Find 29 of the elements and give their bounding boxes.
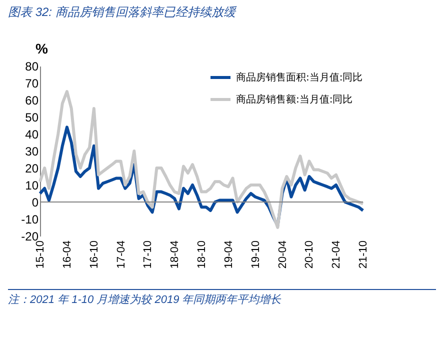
y-tick-label: 20 (25, 162, 39, 176)
x-tick-label: 21-10 (358, 240, 370, 269)
y-axis-title: % (36, 40, 48, 56)
x-tick-label: 18-10 (196, 240, 208, 269)
y-tick-label: 50 (25, 110, 39, 124)
text: 注：2021 年 1-10 月增速为较 2019 年同期两年平均增长 (8, 289, 436, 307)
y-tick-label: 60 (25, 94, 39, 108)
x-tick-label: 20-04 (276, 240, 289, 269)
legend-label: 商品房销售额:当月值:同比 (236, 94, 353, 106)
y-tick-label: 70 (25, 76, 39, 90)
line-series (38, 90, 364, 229)
y-tick-label: 80 (25, 60, 39, 74)
x-tick-label: 16-04 (61, 240, 74, 269)
x-tick-label: 21-04 (330, 240, 343, 269)
x-tick-label: 19-04 (222, 240, 235, 269)
y-tick-label: 10 (25, 178, 39, 192)
x-tick-label: 18-04 (169, 240, 182, 269)
legend-label: 商品房销售面积:当月值:同比 (236, 72, 363, 84)
y-tick-label: 0 (32, 196, 39, 210)
x-tick-label: 16-10 (88, 240, 100, 269)
chart-title: 图表 32: 商品房销售回落斜率已经持续放缓 (7, 4, 238, 20)
x-tick-label: 20-10 (304, 240, 316, 269)
x-tick-label: 17-10 (142, 240, 154, 269)
x-tick-label: 15-10 (34, 240, 46, 269)
y-tick-label: 40 (25, 128, 39, 142)
y-tick-label: 30 (25, 144, 39, 158)
x-tick-label: 17-04 (115, 240, 128, 269)
x-tick-label: 19-10 (250, 240, 262, 269)
y-tick-label: -10 (21, 212, 39, 226)
